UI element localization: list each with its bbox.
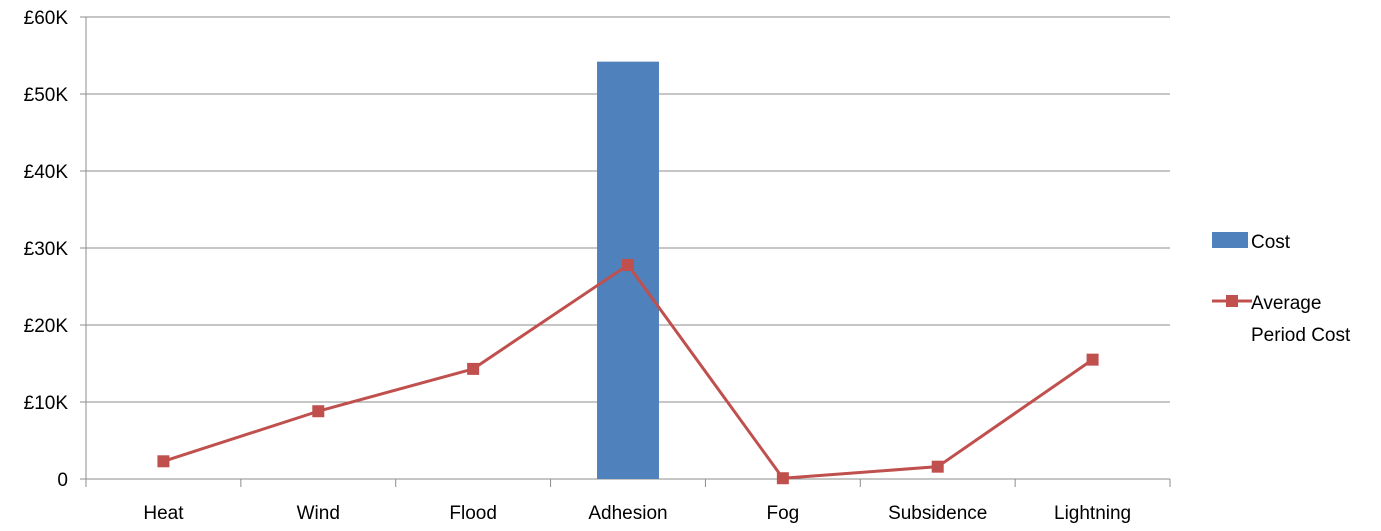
x-tick-label-fog: Fog (766, 503, 799, 524)
tick-labels: 0 £10K £20K £30K £40K £50K £60K Heat Wind Flood Ad… (24, 8, 1132, 524)
x-tick-label-subsidence: Subsidence (888, 503, 987, 524)
line-marker-fog (776, 472, 789, 485)
line-marker-subsidence (931, 460, 944, 473)
legend-label-average: Average (1251, 293, 1321, 314)
y-tick-label: £50K (24, 85, 69, 106)
line-series (157, 258, 1099, 485)
legend: Cost Average Period Cost (1212, 232, 1351, 346)
x-tick-label-wind: Wind (297, 503, 340, 524)
line-marker-adhesion (622, 258, 634, 271)
y-tick-label: £60K (24, 8, 69, 29)
line-marker-flood (467, 362, 480, 375)
legend-swatch-cost (1212, 232, 1248, 248)
x-tick-label-flood: Flood (449, 503, 497, 524)
y-tick-label: £20K (24, 316, 69, 337)
x-tick-label-heat: Heat (143, 503, 184, 524)
x-tick-label-lightning: Lightning (1054, 503, 1131, 524)
y-tick-label: £40K (24, 162, 69, 183)
line-marker-lightning (1086, 353, 1099, 366)
legend-label-period-cost: Period Cost (1251, 325, 1351, 346)
y-tick-label: 0 (57, 470, 68, 491)
y-tick-label: £30K (24, 239, 69, 260)
legend-label-cost: Cost (1251, 232, 1291, 253)
y-tick-label: £10K (24, 393, 69, 414)
legend-marker-average-period-cost (1226, 295, 1238, 307)
line-marker-heat (157, 455, 170, 468)
line-marker-wind (312, 405, 325, 418)
x-tick-label-adhesion: Adhesion (588, 503, 667, 524)
